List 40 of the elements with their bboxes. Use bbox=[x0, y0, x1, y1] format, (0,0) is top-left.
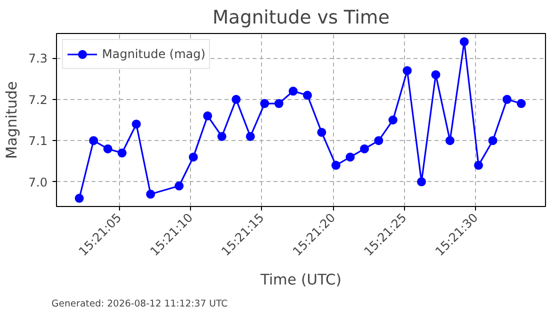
point bbox=[188, 152, 198, 162]
point bbox=[260, 99, 270, 108]
point bbox=[274, 99, 284, 108]
point bbox=[146, 190, 156, 199]
point bbox=[302, 90, 312, 100]
point bbox=[460, 37, 469, 46]
point bbox=[132, 120, 141, 129]
point bbox=[445, 136, 454, 146]
point bbox=[474, 160, 484, 170]
point bbox=[360, 144, 369, 154]
point bbox=[331, 160, 340, 170]
point bbox=[346, 152, 355, 162]
point bbox=[288, 86, 298, 96]
point bbox=[118, 148, 127, 158]
point bbox=[374, 136, 384, 146]
point bbox=[516, 99, 526, 108]
point bbox=[103, 144, 112, 154]
point bbox=[89, 136, 98, 146]
y-tick-label: 7.0 bbox=[28, 175, 48, 190]
point bbox=[232, 94, 241, 104]
legend-label: Magnitude (mag) bbox=[102, 47, 206, 61]
y-tick-label: 7.1 bbox=[28, 134, 48, 148]
text: Generated: 2026-08-12 11:12:37 UTC bbox=[52, 298, 228, 310]
y-tick-label: 7.2 bbox=[28, 92, 48, 107]
point bbox=[388, 116, 398, 124]
point bbox=[488, 136, 498, 146]
point bbox=[203, 111, 212, 120]
point bbox=[74, 194, 84, 203]
point bbox=[317, 128, 326, 137]
point bbox=[217, 132, 226, 141]
point bbox=[431, 70, 440, 80]
point bbox=[502, 94, 512, 104]
chart-title: Magnitude vs Time bbox=[212, 8, 390, 28]
point bbox=[174, 181, 184, 190]
x-axis-title: Time (UTC) bbox=[259, 272, 342, 289]
y-axis-title: Magnitude bbox=[3, 81, 20, 159]
point bbox=[246, 132, 255, 141]
point bbox=[416, 177, 426, 186]
point bbox=[402, 66, 412, 76]
y-tick-label: 7.3 bbox=[28, 52, 48, 66]
